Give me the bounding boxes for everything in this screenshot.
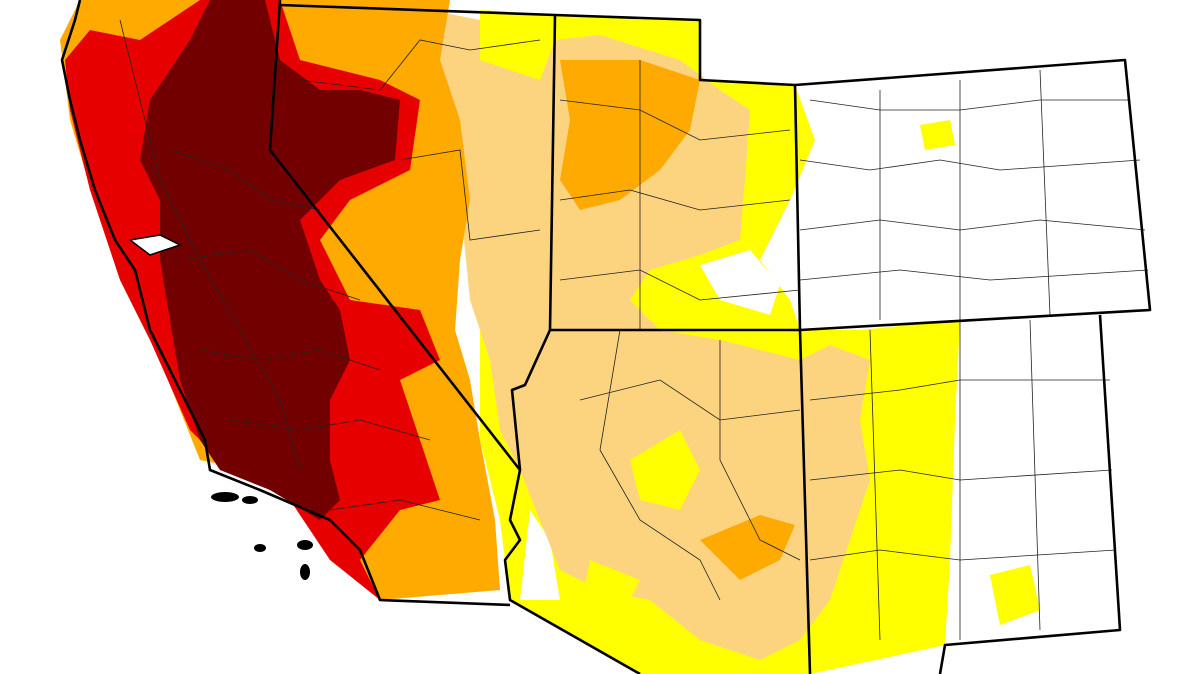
state-border: [794, 58, 1152, 332]
county-line: [809, 379, 1110, 401]
state-border: [279, 3, 557, 471]
county-line: [229, 419, 431, 441]
county-line: [579, 379, 801, 421]
zone-none: [700, 250, 780, 315]
county-line: [559, 269, 801, 301]
zone-abnormally-dry: [580, 560, 640, 620]
county-line: [809, 549, 1117, 561]
county-line: [869, 319, 1041, 641]
state-border: [938, 314, 1122, 674]
island: [297, 540, 313, 550]
state-border: [60, 0, 511, 607]
zone-exceptional: [140, 0, 400, 520]
county-line: [799, 159, 1141, 171]
county-line: [559, 99, 791, 141]
zone-severe: [560, 60, 700, 210]
zone-abnormally-dry: [920, 120, 955, 150]
county-line: [599, 329, 721, 601]
county-line: [299, 39, 541, 91]
zone-none: [520, 510, 560, 600]
zone-moderate: [430, 10, 870, 660]
island: [242, 496, 258, 504]
state-borders: [60, 0, 1152, 674]
zone-abnormally-dry: [990, 565, 1040, 625]
county-lines: [119, 19, 1149, 641]
island: [300, 564, 310, 580]
island: [254, 544, 266, 552]
islands: [211, 492, 313, 580]
island: [211, 492, 239, 502]
state-border: [550, 13, 802, 332]
zone-abnormally-dry: [630, 430, 700, 510]
county-line: [719, 340, 801, 561]
county-line: [169, 149, 321, 211]
county-line: [199, 349, 381, 371]
bay: [128, 234, 182, 256]
county-line: [559, 189, 791, 211]
county-line: [799, 269, 1149, 281]
county-line: [329, 499, 481, 521]
state-border: [798, 329, 812, 674]
zone-severe: [700, 515, 795, 580]
county-line: [809, 469, 1113, 481]
county-line: [879, 69, 1051, 320]
state-border: [268, 0, 641, 674]
county-line: [399, 149, 541, 241]
county-line: [179, 249, 361, 301]
county-line: [119, 19, 301, 471]
